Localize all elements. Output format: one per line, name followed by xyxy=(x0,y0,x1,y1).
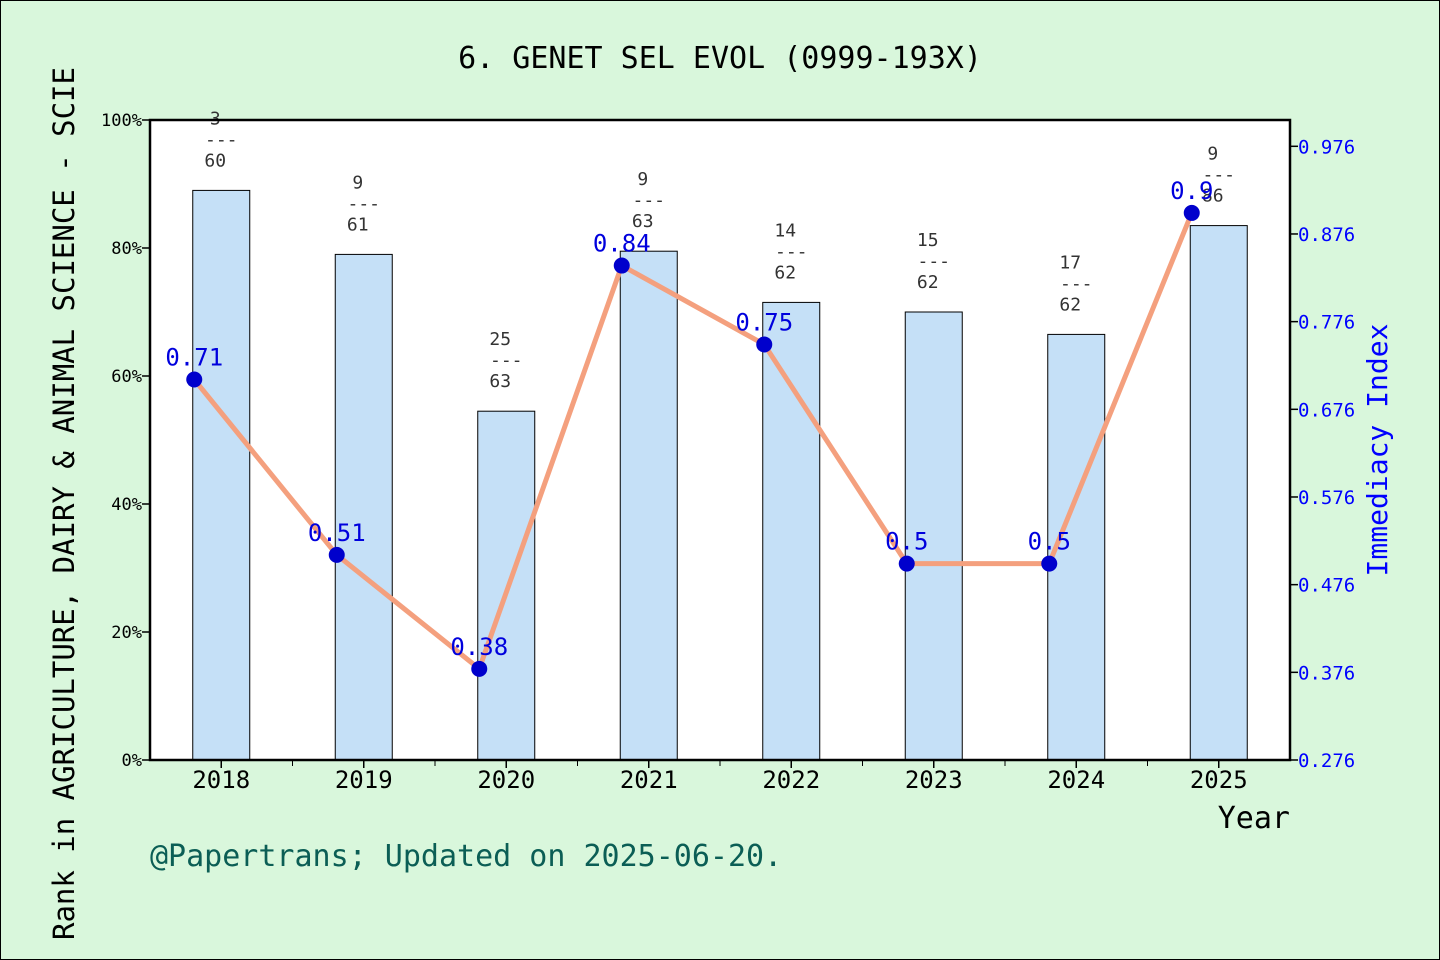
bar-rank-label: 17 xyxy=(1059,252,1081,273)
x-tick-label: 2022 xyxy=(762,766,820,794)
bar-total-label: 62 xyxy=(774,262,796,283)
right-tick-label: 0.576 xyxy=(1298,487,1355,509)
left-tick-label: 60% xyxy=(111,367,142,387)
right-tick-label: 0.976 xyxy=(1298,136,1355,158)
bar-rank-label: 25 xyxy=(489,329,511,350)
x-tick-label: 2025 xyxy=(1190,766,1248,794)
right-tick-label: 0.476 xyxy=(1298,575,1355,597)
bar-2023 xyxy=(904,311,963,761)
bar-total-label: 63 xyxy=(632,211,654,232)
left-tick-label: 20% xyxy=(111,623,142,643)
bar-2022 xyxy=(762,301,821,761)
bar-label-separator: --- xyxy=(347,193,380,214)
bar-total-label: 61 xyxy=(347,214,369,235)
immediacy-marker xyxy=(186,371,203,388)
bar-total-label: 60 xyxy=(204,150,226,171)
immediacy-marker xyxy=(613,257,630,274)
x-tick-label: 2021 xyxy=(620,766,678,794)
bar-label-separator: --- xyxy=(1202,165,1235,186)
left-axis: 0% 20% 40% 60% 80% 100% xyxy=(101,111,150,771)
bar-label-separator: --- xyxy=(775,241,808,262)
immediacy-marker xyxy=(898,555,915,572)
bar-2025 xyxy=(1189,225,1248,761)
immediacy-marker xyxy=(1183,204,1200,221)
bar-rank-label: 9 xyxy=(637,169,648,190)
immediacy-line xyxy=(192,211,1195,672)
right-tick-label: 0.376 xyxy=(1298,662,1355,684)
bar-label-separator: --- xyxy=(1060,273,1093,294)
bar-2019 xyxy=(334,253,393,761)
line-labels-layer: 0.71 0.51 0.38 0.84 0.75 0.5 0.5 0.9 xyxy=(165,177,1213,661)
right-axis-label: Immediacy Index xyxy=(1361,324,1394,577)
immediacy-value-label: 0.9 xyxy=(1170,177,1213,205)
bar-total-label: 62 xyxy=(917,272,939,293)
footer-note: @Papertrans; Updated on 2025-06-20. xyxy=(150,839,782,874)
bar-label-separator: --- xyxy=(490,350,523,371)
bar-2024 xyxy=(1047,333,1106,761)
plot-area xyxy=(150,120,1290,760)
right-tick-label: 0.776 xyxy=(1298,312,1355,334)
x-tick-label: 2018 xyxy=(192,766,250,794)
bar-label-separator: --- xyxy=(205,129,238,150)
x-tick-label: 2020 xyxy=(477,766,535,794)
bar-rank-label: 15 xyxy=(917,230,939,251)
left-axis-label: Rank in AGRICULTURE, DAIRY & ANIMAL SCIE… xyxy=(47,67,81,940)
bar-label-separator: --- xyxy=(917,251,950,272)
immediacy-value-label: 0.5 xyxy=(885,528,928,556)
right-tick-label: 0.676 xyxy=(1298,399,1355,421)
bar-rank-label: 14 xyxy=(774,220,796,241)
immediacy-value-label: 0.38 xyxy=(450,633,508,661)
immediacy-value-label: 0.75 xyxy=(735,308,793,336)
immediacy-value-label: 0.51 xyxy=(308,519,366,547)
bar-total-label: 63 xyxy=(489,371,511,392)
immediacy-marker xyxy=(1041,555,1058,572)
right-tick-label: 0.876 xyxy=(1298,224,1355,246)
bar-total-label: 86 xyxy=(1202,186,1224,207)
bar-total-label: 62 xyxy=(1059,294,1081,315)
left-tick-label: 80% xyxy=(111,239,142,259)
immediacy-value-label: 0.71 xyxy=(165,344,223,372)
left-tick-label: 40% xyxy=(111,495,142,515)
chart-title: 6. GENET SEL EVOL (0999-193X) xyxy=(458,41,982,76)
bar-label-separator: --- xyxy=(632,190,665,211)
left-tick-label: 100% xyxy=(101,111,142,131)
immediacy-value-label: 0.84 xyxy=(593,230,651,258)
immediacy-marker xyxy=(756,336,773,353)
bar-2018 xyxy=(192,189,251,761)
immediacy-marker xyxy=(471,660,488,677)
x-tick-label: 2023 xyxy=(905,766,963,794)
x-tick-label: 2024 xyxy=(1047,766,1105,794)
bar-rank-label: 9 xyxy=(1207,144,1218,165)
bar-2021 xyxy=(619,250,678,761)
x-axis-label: Year xyxy=(1218,801,1290,836)
right-tick-label: 0.276 xyxy=(1298,750,1355,772)
x-axis: 2018 2019 2020 2021 2022 2023 2024 2025 xyxy=(192,760,1248,794)
immediacy-value-label: 0.5 xyxy=(1028,528,1071,556)
x-tick-label: 2019 xyxy=(335,766,393,794)
right-axis: 0.276 0.376 0.476 0.576 0.676 0.776 0.876 0.976 xyxy=(1290,136,1355,772)
line-layer xyxy=(186,204,1200,677)
bar-rank-label: 9 xyxy=(352,172,363,193)
immediacy-marker xyxy=(328,546,345,563)
left-tick-label: 0% xyxy=(122,751,142,771)
